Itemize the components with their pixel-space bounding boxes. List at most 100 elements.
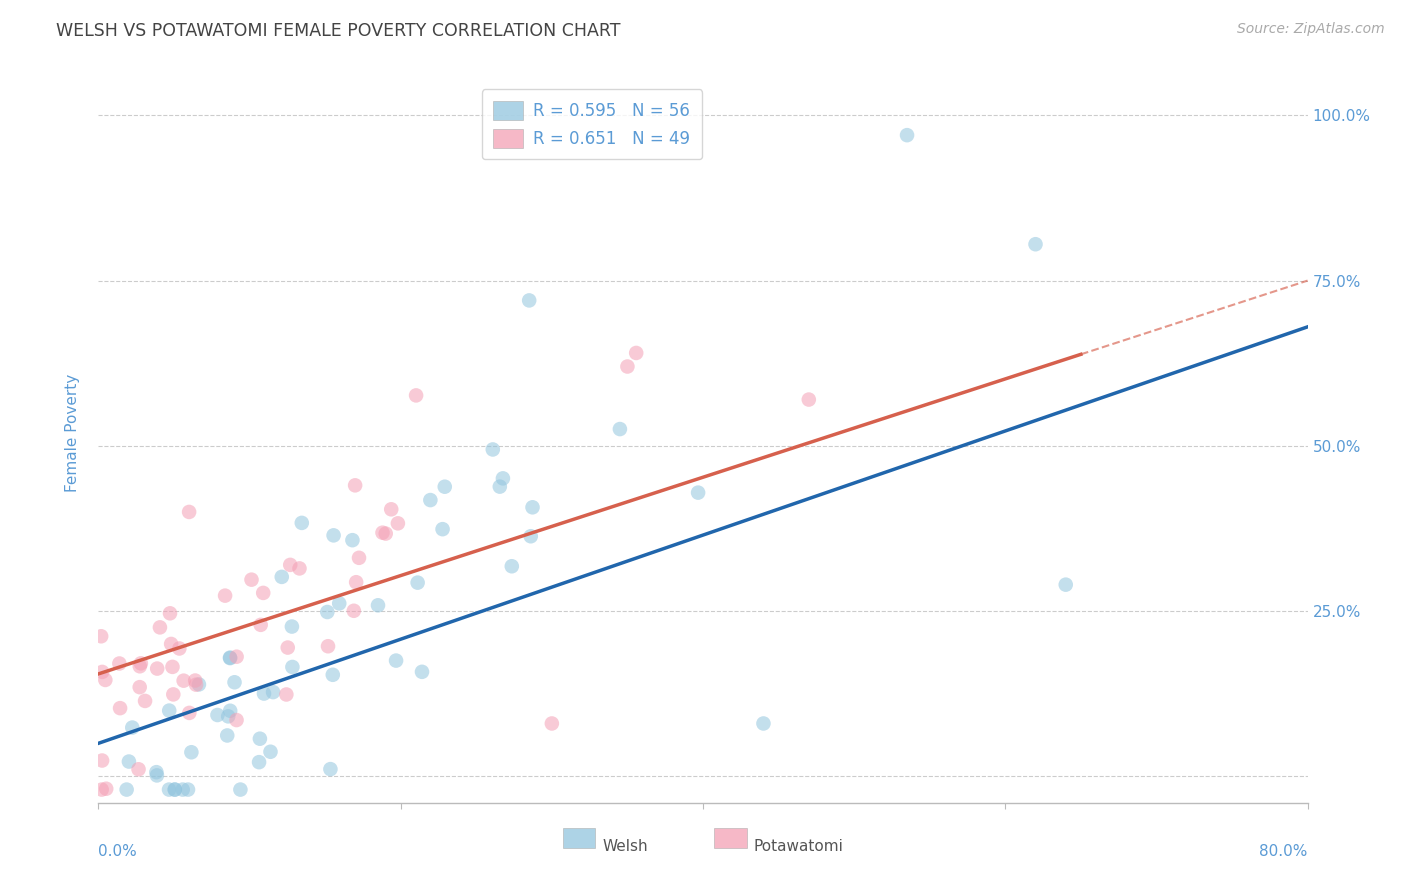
Point [288, 561, 311, 575]
Point [162, 687, 184, 701]
Point [387, 516, 409, 531]
Point [108, 701, 131, 715]
Point [519, 529, 541, 543]
Point [281, 619, 304, 633]
Point [121, 721, 143, 735]
Point [259, 745, 281, 759]
Point [91, 754, 114, 768]
Point [177, 782, 200, 797]
Point [219, 651, 242, 665]
Point [344, 478, 367, 492]
Point [488, 480, 510, 494]
Point [229, 782, 252, 797]
Point [481, 442, 503, 457]
Point [169, 641, 191, 656]
Text: 0.0%: 0.0% [98, 844, 138, 858]
Point [162, 660, 184, 674]
Point [157, 782, 180, 797]
Point [380, 502, 402, 516]
Point [624, 346, 647, 360]
Point [270, 570, 292, 584]
Point [163, 782, 186, 797]
Point [146, 768, 169, 782]
Point [240, 573, 263, 587]
Point [159, 607, 181, 621]
Point [160, 637, 183, 651]
Point [344, 575, 367, 590]
Point [207, 708, 229, 723]
Point [1024, 237, 1046, 252]
Point [322, 528, 344, 542]
Point [406, 575, 429, 590]
Point [94, 673, 117, 687]
Text: WELSH VS POTAWATOMI FEMALE POVERTY CORRELATION CHART: WELSH VS POTAWATOMI FEMALE POVERTY CORRE… [56, 22, 620, 40]
Point [217, 729, 239, 743]
Point [90, 782, 112, 797]
Point [184, 678, 207, 692]
Point [225, 713, 247, 727]
Point [291, 516, 314, 530]
Point [522, 500, 544, 515]
Point [179, 505, 201, 519]
Point [328, 596, 350, 610]
Point [281, 660, 304, 674]
Y-axis label: Female Poverty: Female Poverty [65, 374, 80, 491]
Point [277, 640, 299, 655]
Point [184, 673, 207, 688]
Point [501, 559, 523, 574]
Point [128, 659, 150, 673]
Point [278, 558, 301, 572]
Point [224, 675, 246, 690]
Point [134, 694, 156, 708]
Text: Potawatomi: Potawatomi [754, 839, 844, 854]
Point [187, 677, 209, 691]
Point [91, 665, 114, 679]
Point [343, 604, 366, 618]
Point [219, 650, 242, 665]
Point [432, 522, 454, 536]
Point [108, 657, 131, 671]
Point [146, 662, 169, 676]
Point [540, 716, 562, 731]
Point [118, 755, 141, 769]
Text: Source: ZipAtlas.com: Source: ZipAtlas.com [1237, 22, 1385, 37]
Point [492, 471, 515, 485]
Point [316, 639, 339, 653]
Point [163, 782, 186, 797]
Point [316, 605, 339, 619]
FancyBboxPatch shape [562, 828, 595, 848]
Point [411, 665, 433, 679]
Point [252, 586, 274, 600]
Text: 80.0%: 80.0% [1260, 844, 1308, 858]
Point [609, 422, 631, 436]
Point [90, 629, 112, 643]
Point [342, 533, 364, 548]
Point [249, 617, 271, 632]
Point [752, 716, 775, 731]
Point [896, 128, 918, 143]
Point [115, 782, 138, 797]
Point [247, 755, 270, 769]
Point [385, 654, 408, 668]
Legend: R = 0.595   N = 56, R = 0.651   N = 49: R = 0.595 N = 56, R = 0.651 N = 49 [482, 89, 702, 160]
Point [276, 688, 298, 702]
Point [128, 680, 150, 694]
Point [405, 388, 427, 402]
Point [347, 550, 370, 565]
Point [319, 762, 342, 776]
Point [149, 620, 172, 634]
Point [688, 485, 710, 500]
Point [128, 762, 150, 776]
Point [249, 731, 271, 746]
Point [145, 765, 167, 780]
Point [217, 709, 239, 723]
FancyBboxPatch shape [714, 828, 747, 848]
Point [179, 706, 201, 720]
Point [219, 704, 242, 718]
Point [616, 359, 638, 374]
Point [157, 704, 180, 718]
Point [180, 745, 202, 759]
Point [371, 525, 394, 540]
Point [129, 657, 152, 671]
Point [173, 673, 195, 688]
